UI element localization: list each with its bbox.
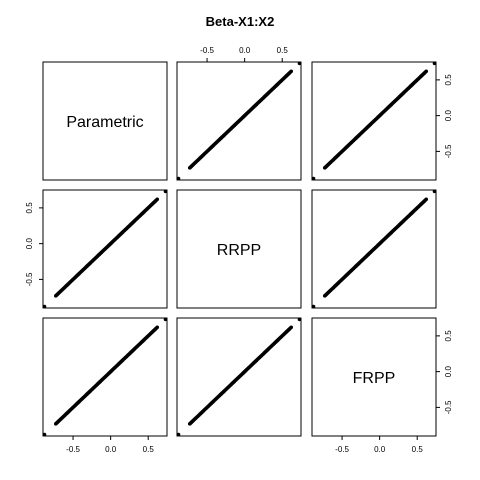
point-0-1-110 [289,69,294,74]
point-0-2-111 [432,61,437,66]
x-tick-label: 0.0 [105,445,117,454]
panel-2-1 [176,317,302,437]
diag-label-2: FRPP [353,370,396,387]
point-1-0-0 [42,304,47,309]
point-2-0-111 [163,317,168,322]
y-tick-label: -0.5 [25,272,34,286]
point-0-1-0 [176,176,181,181]
point-0-2-110 [424,69,429,74]
panel-1-2 [311,189,437,309]
y-tick-label: 0.0 [444,366,453,378]
x-tick-label: -0.5 [66,445,80,454]
y-tick-label: 0.0 [25,238,34,250]
point-1-0-111 [163,189,168,194]
x-tick-label: 0.0 [239,46,251,55]
x-tick-label: 0.0 [374,445,386,454]
point-0-1-111 [297,61,302,66]
panels: Parametric RRPP FRPP -0.5 0.0 0.5 -0.5 0.0 0.5 -0… [25,46,453,454]
panel-0-0 [42,61,168,181]
x-tick-label: -0.5 [200,46,214,55]
y-tick-label: 0.5 [25,202,34,214]
x-tick-label: -0.5 [335,445,349,454]
point-2-0-110 [155,325,160,330]
point-2-1-111 [297,317,302,322]
panel-1-1 [176,189,302,309]
diag-label-0: Parametric [66,114,143,131]
y-tick-label: 0.5 [444,330,453,342]
point-1-2-111 [432,189,437,194]
point-2-1-110 [289,325,294,330]
chart-title: Beta-X1:X2 [206,14,275,29]
y-tick-label: -0.5 [444,144,453,158]
point-1-2-0 [311,304,316,309]
point-2-0-0 [42,432,47,437]
x-tick-label: 0.5 [412,445,424,454]
point-1-0-110 [155,197,160,202]
x-tick-label: 0.5 [143,445,155,454]
y-tick-label: 0.0 [444,110,453,122]
y-tick-label: -0.5 [444,400,453,414]
point-2-1-0 [176,432,181,437]
point-1-2-110 [424,197,429,202]
diag-label-1: RRPP [217,242,261,259]
point-0-2-0 [311,176,316,181]
x-tick-label: 0.5 [277,46,289,55]
y-tick-label: 0.5 [444,74,453,86]
